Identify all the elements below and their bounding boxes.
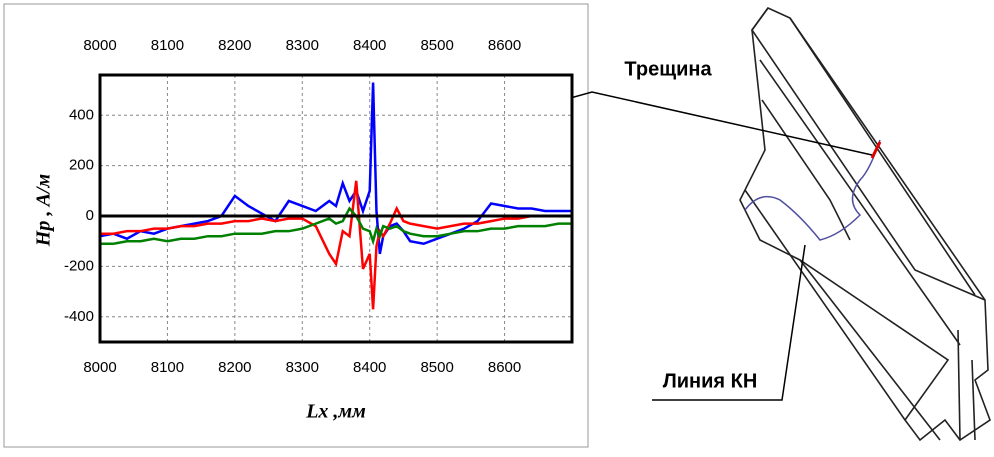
annotation: Трещина	[624, 58, 712, 80]
x-tick-label: 8400	[353, 359, 386, 376]
x-tick-label: 8400	[353, 37, 386, 54]
y-tick-label: -200	[64, 257, 94, 274]
x-tick-label: 8300	[286, 359, 319, 376]
annotation: Линия КН	[663, 370, 758, 392]
x-tick-label: 8500	[420, 37, 453, 54]
y-tick-label: 200	[69, 157, 94, 174]
y-tick-label: 400	[69, 106, 94, 123]
x-tick-label: 8600	[488, 359, 521, 376]
x-tick-label: 8100	[151, 37, 184, 54]
y-tick-label: 0	[86, 207, 94, 224]
x-tick-label: 8100	[151, 359, 184, 376]
x-tick-label: 8600	[488, 37, 521, 54]
x-tick-label: 8200	[218, 37, 251, 54]
x-axis-label: Lx ,мм	[305, 401, 366, 423]
x-tick-label: 8200	[218, 359, 251, 376]
page: Трещина Линия КН Lx ,мм Hp , A/м 8000 800…	[0, 0, 994, 452]
x-tick-label: 8500	[420, 359, 453, 376]
rail-drawing	[740, 8, 990, 440]
x-tick-label: 8000	[83, 37, 116, 54]
x-tick-label: 8300	[286, 37, 319, 54]
x-tick-label: 8000	[83, 359, 116, 376]
y-axis-label: Hp , A/м	[33, 174, 55, 248]
y-tick-label: -400	[64, 308, 94, 325]
